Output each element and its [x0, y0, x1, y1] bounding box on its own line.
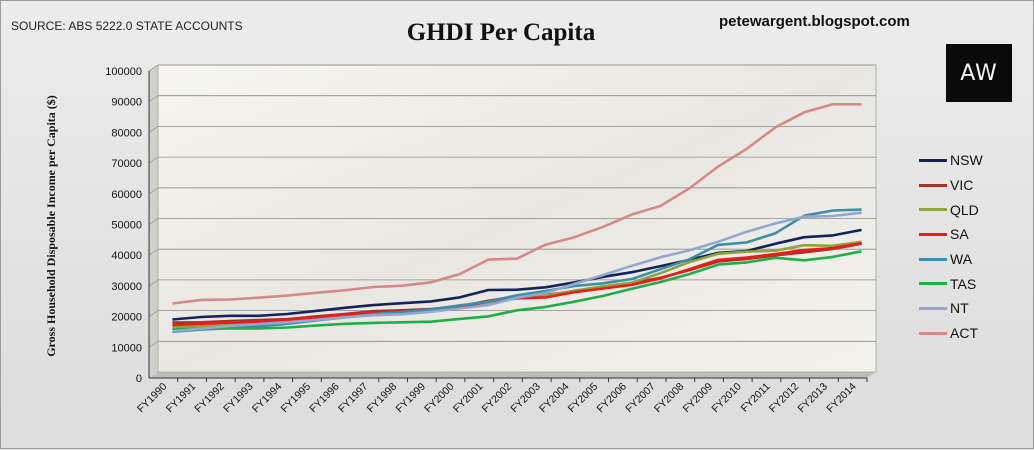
series-line-wa — [172, 208, 862, 334]
legend-swatch — [919, 257, 947, 261]
x-tick-label: FY1997 — [336, 381, 371, 416]
gridline-side — [148, 248, 159, 256]
legend-swatch — [919, 183, 947, 187]
y-tick-label: 40000 — [111, 250, 142, 262]
gridline-side — [148, 340, 159, 348]
gridline-side — [148, 64, 159, 72]
legend-item-vic: VIC — [919, 173, 983, 198]
legend-label: WA — [950, 251, 973, 268]
x-tick-label: FY2001 — [451, 381, 486, 416]
legend-item-nt: NT — [919, 296, 983, 321]
x-tick-label: FY2003 — [508, 381, 543, 416]
x-tick-label: FY2007 — [623, 381, 658, 416]
legend-item-sa: SA — [919, 222, 983, 247]
y-tick-label: 100000 — [105, 66, 142, 78]
legend-label: NT — [950, 300, 969, 317]
x-tick-label: FY2002 — [480, 381, 515, 416]
legend-item-qld: QLD — [919, 197, 983, 222]
gridline-side — [148, 218, 159, 225]
legend-swatch — [919, 208, 947, 212]
blog-url: petewargent.blogspot.com — [719, 13, 910, 30]
series-line-nt — [172, 211, 862, 333]
y-tick-label: 20000 — [111, 312, 142, 324]
legend-label: QLD — [950, 201, 979, 218]
legend-swatch — [919, 282, 947, 286]
plot-floor — [149, 372, 876, 378]
legend: NSW VIC QLD SA WA TAS NT ACT — [919, 148, 983, 346]
legend-swatch — [919, 331, 947, 335]
x-tick-label: FY1990 — [135, 381, 170, 416]
series-line-tas — [172, 250, 862, 331]
x-tick-label: FY2012 — [767, 381, 802, 416]
chart-title: GHDI Per Capita — [406, 19, 596, 46]
legend-label: VIC — [950, 177, 974, 194]
legend-item-act: ACT — [919, 321, 983, 346]
x-tick-label: FY1994 — [250, 381, 285, 416]
x-tick-label: FY1992 — [192, 381, 227, 416]
x-tick-label: FY1999 — [393, 381, 428, 416]
legend-item-wa: WA — [919, 247, 983, 272]
x-tick-label: FY1993 — [221, 381, 256, 416]
aw-logo: AW — [946, 44, 1012, 102]
x-tick-label: FY2000 — [422, 381, 457, 416]
y-tick-label: 0 — [136, 373, 142, 385]
y-tick-label: 60000 — [111, 189, 142, 201]
x-tick-label: FY1991 — [164, 381, 199, 416]
y-tick-label: 80000 — [111, 127, 142, 139]
x-tick-label: FY2014 — [824, 381, 859, 416]
x-tick-label: FY1998 — [365, 381, 400, 416]
gridline-side — [148, 279, 159, 287]
source-note: SOURCE: ABS 5222.0 STATE ACCOUNTS — [11, 19, 243, 33]
gridline-side — [148, 187, 159, 195]
gridline-side — [148, 310, 159, 317]
series-line-act — [172, 103, 862, 305]
gridline-side — [148, 156, 159, 164]
legend-swatch — [919, 158, 947, 162]
x-tick-label: FY2008 — [652, 381, 687, 416]
x-tick-label: FY2010 — [709, 381, 744, 416]
legend-item-tas: TAS — [919, 271, 983, 296]
x-tick-label: FY2004 — [537, 381, 572, 416]
legend-label: TAS — [950, 275, 977, 292]
x-tick-label: FY2005 — [566, 381, 601, 416]
legend-label: ACT — [950, 325, 978, 342]
y-tick-label: 10000 — [111, 342, 142, 354]
y-tick-label: 90000 — [111, 97, 142, 109]
y-tick-label: 50000 — [111, 220, 142, 232]
x-tick-label: FY1995 — [279, 381, 314, 416]
legend-label: NSW — [950, 152, 983, 169]
x-tick-label: FY2011 — [739, 381, 773, 415]
x-tick-label: FY2009 — [681, 381, 716, 416]
legend-swatch — [919, 232, 947, 236]
x-tick-label: FY2006 — [595, 381, 630, 416]
legend-label: SA — [950, 226, 969, 243]
gridline-side — [148, 126, 159, 133]
y-tick-label: 70000 — [111, 158, 142, 170]
gridline-side — [148, 95, 159, 103]
legend-swatch — [919, 306, 947, 310]
x-tick-label: FY1996 — [307, 381, 342, 416]
legend-item-nsw: NSW — [919, 148, 983, 173]
y-tick-label: 30000 — [111, 281, 142, 293]
logo-text: AW — [960, 60, 998, 86]
x-tick-label: FY2013 — [796, 381, 831, 416]
